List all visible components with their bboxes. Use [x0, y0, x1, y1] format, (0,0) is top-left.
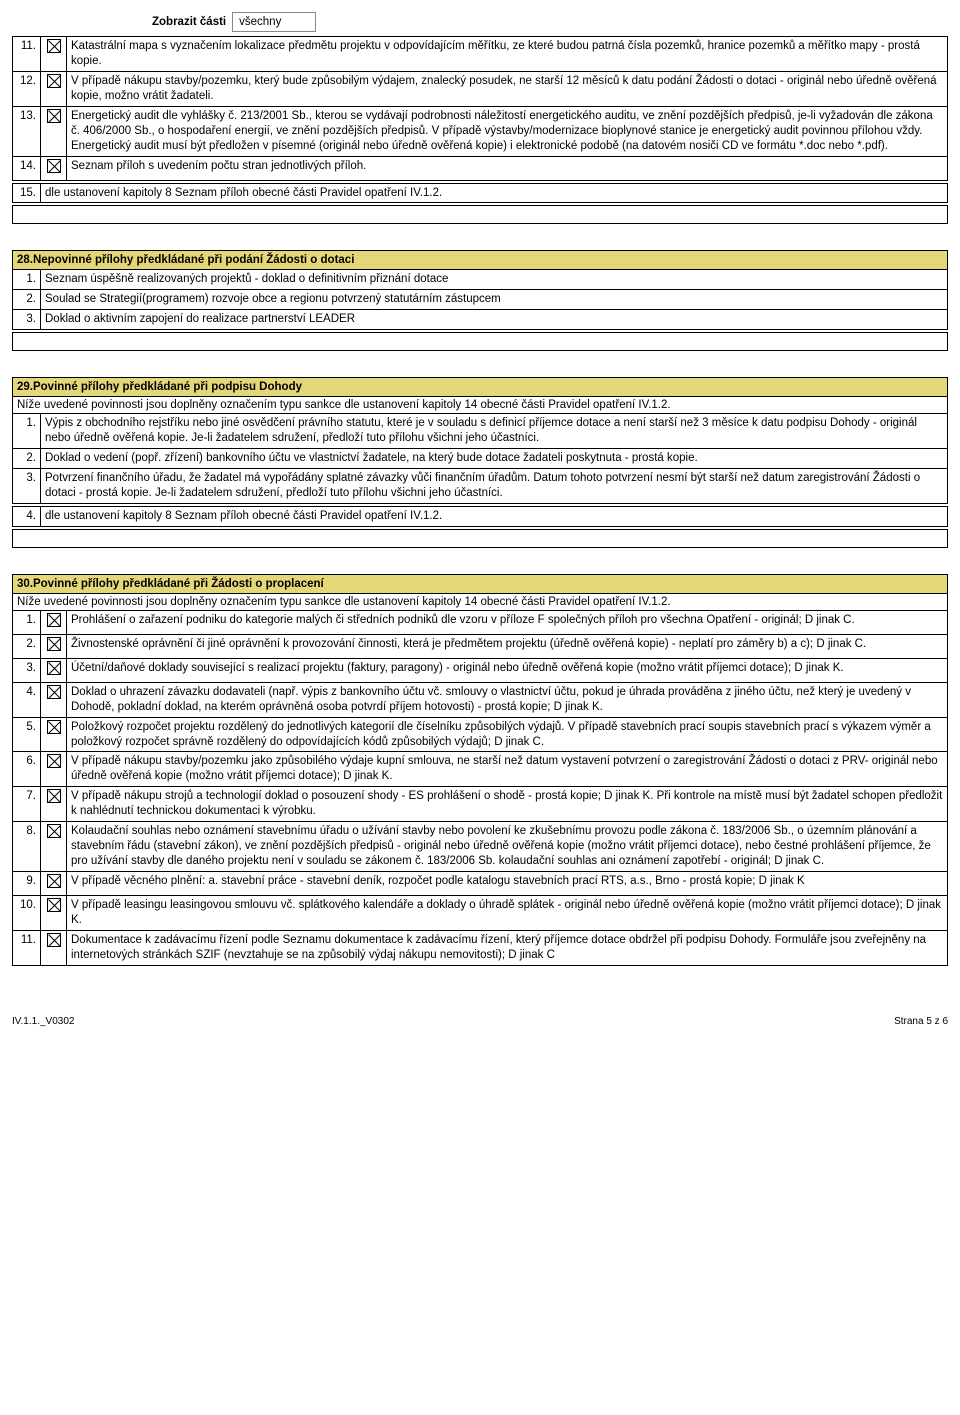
filter-select[interactable]: všechny: [232, 12, 316, 32]
checkbox[interactable]: [47, 754, 61, 768]
sec30-sub: Níže uvedené povinnosti jsou doplněny oz…: [12, 594, 948, 611]
row-checkbox-cell: [41, 752, 67, 787]
checkbox[interactable]: [47, 613, 61, 627]
sec29-tail-table: 4.dle ustanovení kapitoly 8 Seznam přílo…: [12, 506, 948, 527]
row-number: 8.: [13, 822, 41, 872]
row-checkbox-cell: [41, 658, 67, 682]
row-text: Položkový rozpočet projektu rozdělený do…: [67, 717, 948, 752]
row-text: dle ustanovení kapitoly 8 Seznam příloh …: [41, 183, 948, 203]
checkbox[interactable]: [47, 637, 61, 651]
row-number: 3.: [13, 469, 41, 504]
sec28-table: 1.Seznam úspěšně realizovaných projektů …: [12, 269, 948, 330]
row-number: 1.: [13, 414, 41, 449]
sec29-blank: [12, 529, 948, 548]
footer-left: IV.1.1._V0302: [12, 1016, 74, 1027]
checkbox[interactable]: [47, 109, 61, 123]
row-checkbox-cell: [41, 37, 67, 72]
row-checkbox-cell: [41, 156, 67, 180]
checkbox[interactable]: [47, 720, 61, 734]
row-number: 2.: [13, 290, 41, 310]
row-checkbox-cell: [41, 895, 67, 930]
row-number: 3.: [13, 658, 41, 682]
row-checkbox-cell: [41, 872, 67, 896]
row-text: Dokumentace k zadávacímu řízení podle Se…: [67, 930, 948, 965]
sec29-title: 29.Povinné přílohy předkládané při podpi…: [12, 377, 948, 397]
row-checkbox-cell: [41, 822, 67, 872]
checkbox[interactable]: [47, 661, 61, 675]
sec29-sub: Níže uvedené povinnosti jsou doplněny oz…: [12, 397, 948, 414]
row-text: V případě věcného plnění: a. stavební pr…: [67, 872, 948, 896]
footer-right: Strana 5 z 6: [894, 1016, 948, 1027]
row-number: 4.: [13, 682, 41, 717]
sec27-cb-table: 11. Katastrální mapa s vyznačením lokaliz…: [12, 36, 948, 181]
checkbox[interactable]: [47, 159, 61, 173]
row-number: 14.: [13, 156, 41, 180]
row-number: 2.: [13, 634, 41, 658]
row-text: Doklad o uhrazení závazku dodavateli (na…: [67, 682, 948, 717]
page-footer: IV.1.1._V0302 Strana 5 z 6: [12, 1016, 948, 1027]
row-text: Prohlášení o zařazení podniku do kategor…: [67, 610, 948, 634]
row-text: V případě leasingu leasingovou smlouvu v…: [67, 895, 948, 930]
row-number: 1.: [13, 610, 41, 634]
sec27-blank: [12, 205, 948, 224]
row-number: 10.: [13, 895, 41, 930]
row-number: 13.: [13, 106, 41, 156]
sec28-blank: [12, 332, 948, 351]
row-checkbox-cell: [41, 106, 67, 156]
row-text: Seznam příloh s uvedením počtu stran jed…: [67, 156, 948, 180]
sec30-table: 1. Prohlášení o zařazení podniku do kateg…: [12, 610, 948, 966]
row-number: 12.: [13, 71, 41, 106]
sec29-table: 1.Výpis z obchodního rejstříku nebo jiné…: [12, 413, 948, 504]
row-text: Výpis z obchodního rejstříku nebo jiné o…: [41, 414, 948, 449]
checkbox[interactable]: [47, 898, 61, 912]
row-text: Účetní/daňové doklady související s real…: [67, 658, 948, 682]
row-text: Potvrzení finančního úřadu, že žadatel m…: [41, 469, 948, 504]
filter-row: Zobrazit části všechny: [12, 12, 948, 32]
row-number: 11.: [13, 37, 41, 72]
row-text: V případě nákupu stavby/pozemku jako způ…: [67, 752, 948, 787]
row-checkbox-cell: [41, 610, 67, 634]
row-number: 4.: [13, 506, 41, 526]
row-number: 5.: [13, 717, 41, 752]
sec28-title: 28.Nepovinné přílohy předkládané při pod…: [12, 250, 948, 270]
checkbox[interactable]: [47, 933, 61, 947]
row-text: Kolaudační souhlas nebo oznámení stavebn…: [67, 822, 948, 872]
row-text: Seznam úspěšně realizovaných projektů - …: [41, 270, 948, 290]
row-number: 9.: [13, 872, 41, 896]
checkbox[interactable]: [47, 789, 61, 803]
row-text: Živnostenské oprávnění či jiné oprávnění…: [67, 634, 948, 658]
row-text: dle ustanovení kapitoly 8 Seznam příloh …: [41, 506, 948, 526]
checkbox[interactable]: [47, 39, 61, 53]
row-number: 15.: [13, 183, 41, 203]
row-number: 6.: [13, 752, 41, 787]
row-checkbox-cell: [41, 787, 67, 822]
row-checkbox-cell: [41, 71, 67, 106]
filter-label: Zobrazit části: [152, 16, 226, 28]
checkbox[interactable]: [47, 685, 61, 699]
checkbox[interactable]: [47, 824, 61, 838]
row-text: Doklad o vedení (popř. zřízení) bankovní…: [41, 449, 948, 469]
row-number: 3.: [13, 310, 41, 330]
row-number: 1.: [13, 270, 41, 290]
row-checkbox-cell: [41, 717, 67, 752]
sec27-tail-table: 15.dle ustanovení kapitoly 8 Seznam příl…: [12, 183, 948, 204]
row-text: Katastrální mapa s vyznačením lokalizace…: [67, 37, 948, 72]
row-text: Soulad se Strategií(programem) rozvoje o…: [41, 290, 948, 310]
row-checkbox-cell: [41, 634, 67, 658]
sec30-title: 30.Povinné přílohy předkládané při Žádos…: [12, 574, 948, 594]
row-number: 7.: [13, 787, 41, 822]
checkbox[interactable]: [47, 74, 61, 88]
row-text: V případě nákupu stavby/pozemku, který b…: [67, 71, 948, 106]
row-number: 11.: [13, 930, 41, 965]
row-text: Doklad o aktivním zapojení do realizace …: [41, 310, 948, 330]
row-text: Energetický audit dle vyhlášky č. 213/20…: [67, 106, 948, 156]
row-number: 2.: [13, 449, 41, 469]
row-checkbox-cell: [41, 682, 67, 717]
row-checkbox-cell: [41, 930, 67, 965]
checkbox[interactable]: [47, 874, 61, 888]
filter-value: všechny: [239, 16, 281, 28]
row-text: V případě nákupu strojů a technologií do…: [67, 787, 948, 822]
